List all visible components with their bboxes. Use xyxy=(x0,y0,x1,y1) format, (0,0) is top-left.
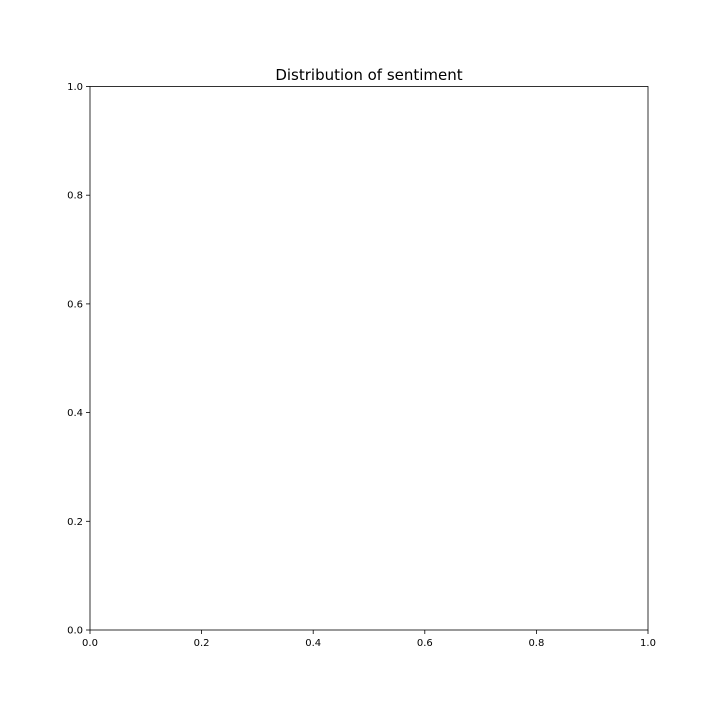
y-tick-label: 0.4 xyxy=(67,408,83,419)
x-tick-label: 0.8 xyxy=(528,638,544,649)
x-tick-label: 0.6 xyxy=(417,638,433,649)
x-tick-label: 0.4 xyxy=(305,638,321,649)
chart-title: Distribution of sentiment xyxy=(275,66,462,84)
x-tick-label: 0.2 xyxy=(194,638,210,649)
y-tick-label: 0.6 xyxy=(67,299,83,310)
x-tick-label: 0.0 xyxy=(82,638,98,649)
y-tick-label: 0.2 xyxy=(67,517,83,528)
plot-area xyxy=(89,86,649,631)
y-tick-label: 1.0 xyxy=(67,82,83,93)
y-tick-label: 0.0 xyxy=(67,626,83,637)
x-tick-label: 1.0 xyxy=(640,638,656,649)
y-tick-label: 0.8 xyxy=(67,191,83,202)
y-axis: 0.0 0.2 0.4 0.6 0.8 1.0 xyxy=(67,82,90,637)
x-axis: 0.0 0.2 0.4 0.6 0.8 1.0 xyxy=(82,630,656,649)
